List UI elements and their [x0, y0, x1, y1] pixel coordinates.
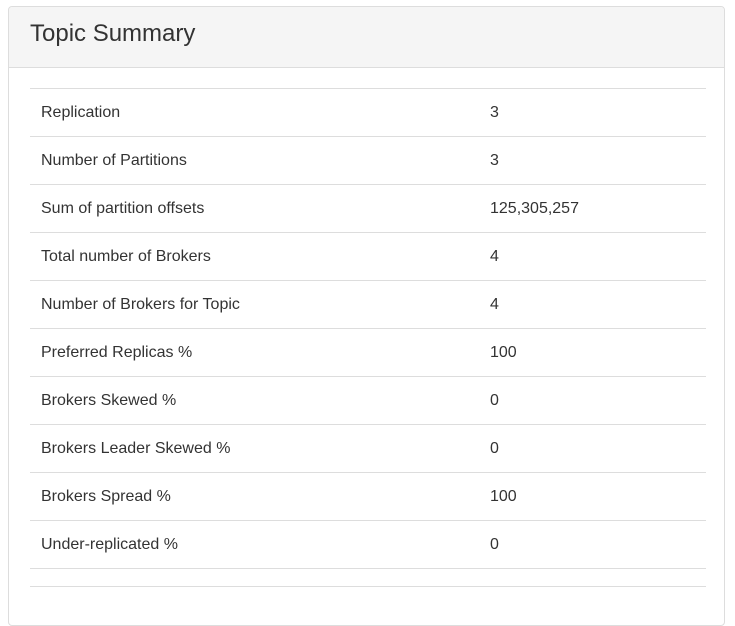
row-label: Brokers Leader Skewed %	[30, 424, 479, 473]
table-row: Brokers Spread % 100	[30, 472, 706, 521]
row-value: 0	[479, 424, 706, 473]
row-value: 4	[479, 232, 706, 281]
table-row: Sum of partition offsets 125,305,257	[30, 184, 706, 233]
row-label: Preferred Replicas %	[30, 328, 479, 377]
table-spacer-row	[30, 568, 706, 587]
table-row: Number of Brokers for Topic 4	[30, 280, 706, 329]
row-label: Under-replicated %	[30, 520, 479, 569]
table-row: Brokers Skewed % 0	[30, 376, 706, 425]
table-row: Under-replicated % 0	[30, 520, 706, 569]
row-value: 125,305,257	[479, 184, 706, 233]
table-row: Replication 3	[30, 88, 706, 137]
panel-body: Replication 3 Number of Partitions 3 Sum…	[9, 68, 724, 587]
row-label: Brokers Skewed %	[30, 376, 479, 425]
row-label: Total number of Brokers	[30, 232, 479, 281]
row-label: Number of Partitions	[30, 136, 479, 185]
panel-title: Topic Summary	[30, 20, 196, 47]
row-value: 3	[479, 88, 706, 137]
row-value: 100	[479, 328, 706, 377]
row-value: 100	[479, 472, 706, 521]
row-label: Number of Brokers for Topic	[30, 280, 479, 329]
panel-heading: Topic Summary	[9, 7, 724, 68]
spacer-cell	[30, 568, 479, 587]
row-value: 0	[479, 376, 706, 425]
row-value: 4	[479, 280, 706, 329]
row-label: Brokers Spread %	[30, 472, 479, 521]
table-row: Brokers Leader Skewed % 0	[30, 424, 706, 473]
row-label: Sum of partition offsets	[30, 184, 479, 233]
table-row: Number of Partitions 3	[30, 136, 706, 185]
table-row: Total number of Brokers 4	[30, 232, 706, 281]
row-value: 3	[479, 136, 706, 185]
topic-summary-table: Replication 3 Number of Partitions 3 Sum…	[30, 88, 706, 587]
table-row: Preferred Replicas % 100	[30, 328, 706, 377]
topic-summary-panel: Topic Summary Replication 3 Number of Pa…	[8, 6, 725, 626]
row-value: 0	[479, 520, 706, 569]
spacer-cell	[479, 568, 706, 587]
row-label: Replication	[30, 88, 479, 137]
